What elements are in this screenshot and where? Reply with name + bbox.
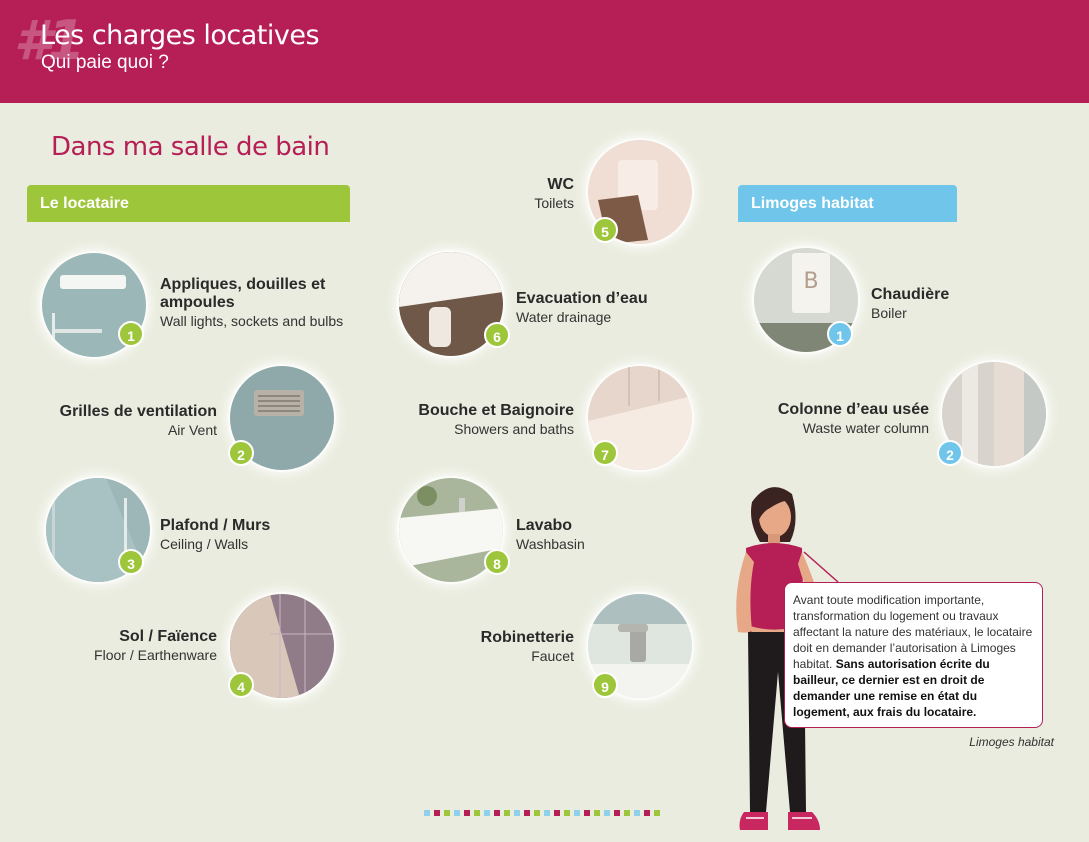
item-label-showers-baths: Bouche et Baignoire Showers and baths: [418, 402, 574, 437]
item-label-ceiling-walls: Plafond / Murs Ceiling / Walls: [160, 517, 271, 552]
item-number-badge: 9: [592, 672, 618, 698]
decorative-dot: [614, 810, 620, 816]
decorative-dot: [434, 810, 440, 816]
decorative-dot: [554, 810, 560, 816]
decorative-dot: [444, 810, 450, 816]
page-subtitle: Qui paie quoi ?: [41, 52, 169, 73]
decorative-dot: [494, 810, 500, 816]
decorative-dot: [524, 810, 530, 816]
washbasin-photo-icon: [399, 478, 503, 582]
tenant-banner: Le locataire: [27, 185, 350, 222]
decorative-dot: [534, 810, 540, 816]
item-number-badge: 2: [228, 440, 254, 466]
item-number-badge: 1: [118, 321, 144, 347]
item-number-badge: 1: [827, 321, 853, 347]
speech-bubble: Avant toute modification importante, tra…: [784, 582, 1043, 728]
decorative-dot: [514, 810, 520, 816]
decorative-dot: [454, 810, 460, 816]
item-number-badge: 7: [592, 440, 618, 466]
signature: Limoges habitat: [969, 735, 1054, 749]
issue-number: #1: [14, 9, 85, 72]
header-banner: #1 Les charges locatives Qui paie quoi ?: [0, 0, 1089, 103]
decorative-dot: [594, 810, 600, 816]
decorative-dot: [624, 810, 630, 816]
item-label-floor: Sol / Faïence Floor / Earthenware: [94, 628, 217, 663]
decorative-dot: [654, 810, 660, 816]
decorative-dot: [484, 810, 490, 816]
drain-photo-icon: [399, 252, 503, 356]
item-number-badge: 4: [228, 672, 254, 698]
decorative-dot: [634, 810, 640, 816]
item-label-waste-water-column: Colonne d’eau usée Waste water column: [777, 401, 929, 436]
item-label-washbasin: Lavabo Washbasin: [516, 517, 585, 552]
decorative-dot: [544, 810, 550, 816]
decorative-dot: [644, 810, 650, 816]
item-label-boiler: Chaudière Boiler: [871, 286, 950, 321]
decorative-dots: [424, 810, 660, 816]
item-label-wc: WC Toilets: [534, 176, 574, 211]
item-number-badge: 5: [592, 217, 618, 243]
item-number-badge: 2: [937, 440, 963, 466]
item-label-wall-lights: Appliques, douilles et ampoules Wall lig…: [160, 276, 344, 329]
svg-text:B: B: [803, 269, 818, 294]
page-title: Les charges locatives: [40, 20, 320, 51]
item-label-faucet: Robinetterie Faucet: [480, 629, 574, 664]
section-title: Dans ma salle de bain: [51, 132, 330, 162]
item-label-air-vent: Grilles de ventilation Air Vent: [59, 403, 217, 438]
item-number-badge: 6: [484, 322, 510, 348]
decorative-dot: [584, 810, 590, 816]
item-label-water-drainage: Evacuation d’eau Water drainage: [516, 290, 648, 325]
decorative-dot: [424, 810, 430, 816]
decorative-dot: [574, 810, 580, 816]
item-number-badge: 3: [118, 549, 144, 575]
decorative-dot: [504, 810, 510, 816]
decorative-dot: [564, 810, 570, 816]
decorative-dot: [604, 810, 610, 816]
item-number-badge: 8: [484, 549, 510, 575]
decorative-dot: [464, 810, 470, 816]
decorative-dot: [474, 810, 480, 816]
bubble-bold-text: Sans autorisation écrite du bailleur, ce…: [793, 657, 990, 719]
bubble-text: Avant toute modification importante, tra…: [793, 593, 1033, 671]
landlord-banner: Limoges habitat: [738, 185, 957, 222]
